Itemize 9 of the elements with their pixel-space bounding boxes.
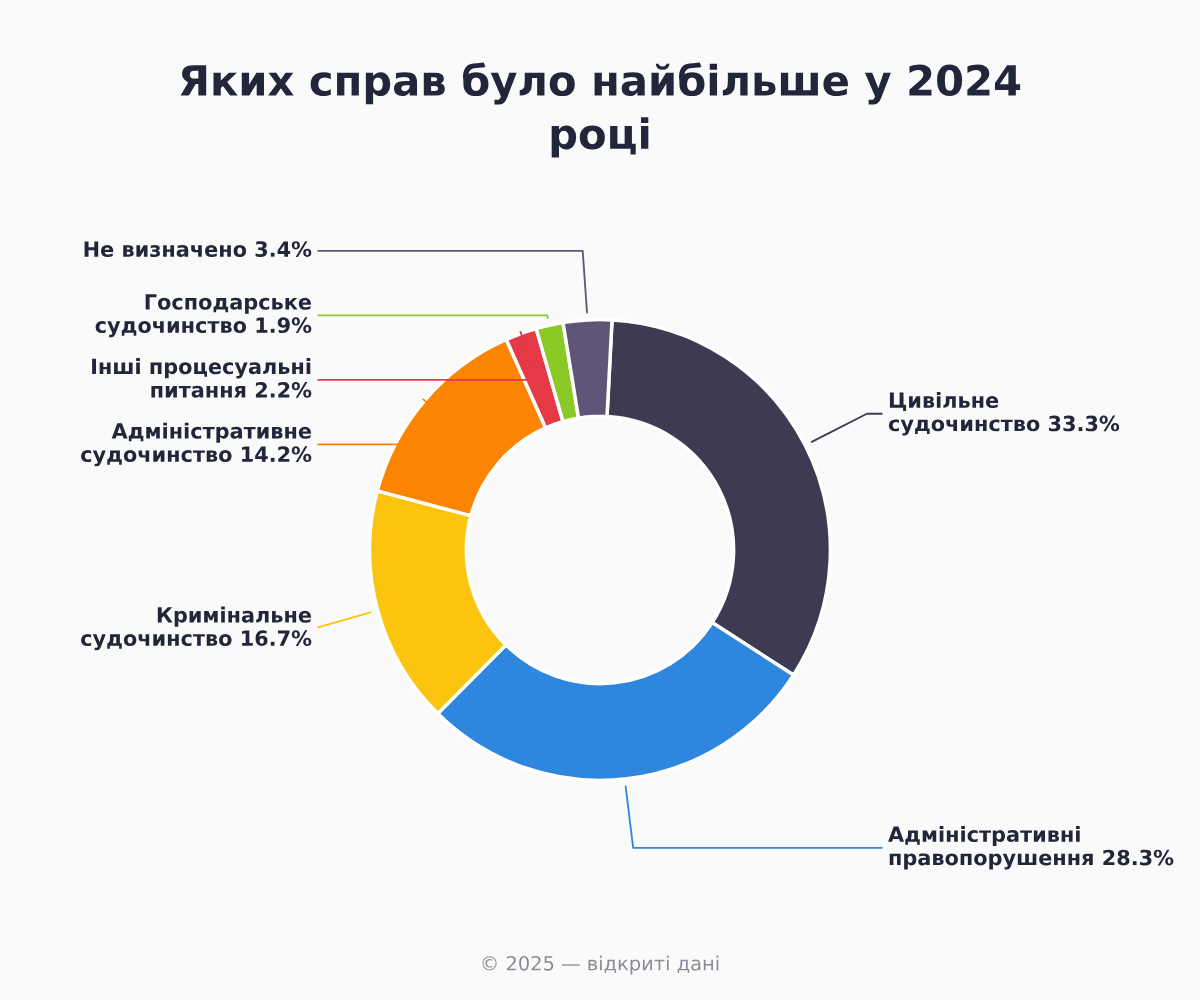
slice-label: Кримінальне судочинство 16.7% <box>81 606 312 651</box>
slice-label: Адміністративні правопорушення 28.3% <box>888 825 1174 870</box>
slice-label: Господарське судочинство 1.9% <box>95 294 312 338</box>
chart-title: Яких справ було найбільше у 2024 році <box>180 62 1021 158</box>
text: © 2025 — відкриті дані <box>482 955 719 975</box>
slice-label: Не визначено 3.4% <box>84 241 312 257</box>
slice-label: Інші процесуальні питання 2.2% <box>92 358 312 398</box>
slice-label: Цивільне судочинство 33.3% <box>888 391 1120 436</box>
slice-label: Адміністративне судочинство 14.2% <box>81 422 312 467</box>
